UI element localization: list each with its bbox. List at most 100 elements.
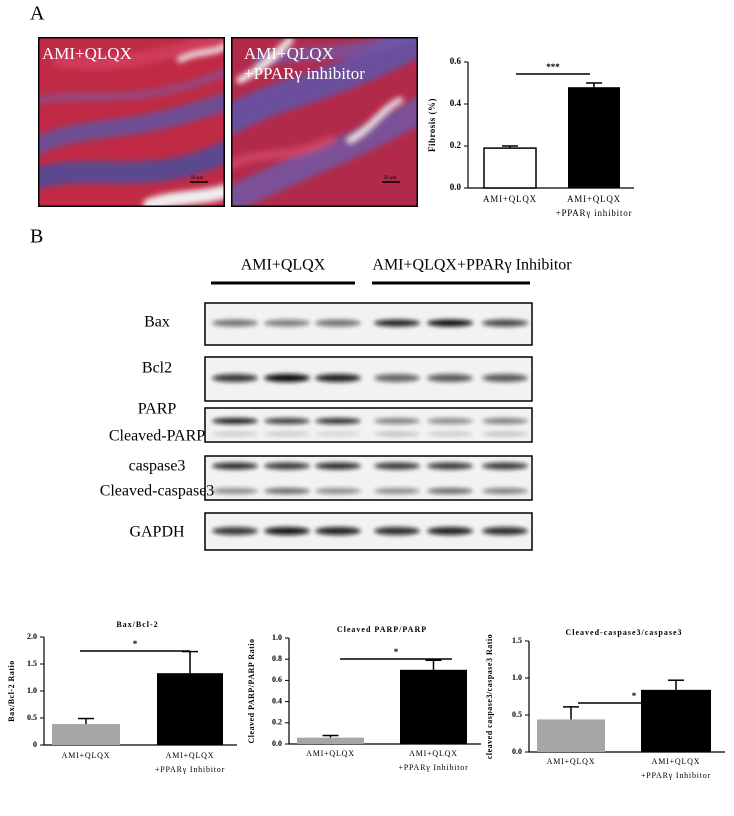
- bar-chart: 0.0 0.2 0.4 0.6 0.8 1.0 Cleaved PARP/PARP Rati…: [247, 625, 481, 748]
- blot-band: [427, 432, 473, 436]
- blot-band: [315, 319, 361, 327]
- blot-band: [315, 488, 361, 494]
- blot-band: [212, 418, 258, 424]
- scale-bar: 50 μm: [191, 176, 204, 181]
- histology-image: [38, 37, 225, 207]
- blot-band: [427, 462, 473, 470]
- blot-row-label: caspase3: [129, 458, 186, 475]
- panel-label: A: [30, 3, 45, 25]
- blot-band: [374, 462, 420, 470]
- x-tick-label: AMI+QLQX: [547, 757, 596, 766]
- y-tick-label: 1.0: [272, 633, 282, 642]
- bar: [297, 737, 364, 744]
- scale-bar: 50 μm: [384, 176, 397, 181]
- blot-band: [315, 432, 361, 436]
- y-tick-label: 0.4: [450, 98, 462, 108]
- significance-label: *: [394, 647, 399, 657]
- x-tick-label: AMI+QLQX: [483, 194, 537, 204]
- blot-band: [427, 527, 473, 535]
- y-tick-label: 1.0: [512, 673, 522, 682]
- image-label: AMI+QLQX +PPARγ inhibitor: [244, 44, 365, 83]
- blot-band: [264, 462, 310, 470]
- blot-band: [212, 527, 258, 535]
- x-tick-label: AMI+QLQX: [306, 749, 355, 758]
- group-label: AMI+QLQX: [241, 257, 326, 274]
- x-tick-label: AMI+QLQX +PPARγ Inhibitor: [641, 757, 711, 780]
- group-label: AMI+QLQX+PPARγ Inhibitor: [372, 257, 572, 274]
- bar: [400, 669, 467, 744]
- blot-band: [264, 527, 310, 535]
- blot-row-label: Cleaved-PARP: [109, 428, 205, 445]
- blot-band: [374, 432, 420, 436]
- blot-row-label: PARP: [138, 401, 177, 418]
- bar-chart: 0 0.5 1.0 1.5 2.0 Bax/Bcl-2 Ratio Bax/Bcl-2 *: [7, 620, 237, 749]
- blot-band: [482, 527, 528, 535]
- chart-title: Cleaved PARP/PARP: [337, 625, 427, 634]
- y-tick-label: 2.0: [27, 632, 37, 641]
- blot-band: [482, 488, 528, 494]
- bar: [537, 719, 605, 752]
- blot-band: [482, 432, 528, 436]
- y-tick-label: 0.5: [512, 710, 522, 719]
- blot-band: [482, 418, 528, 424]
- y-axis-label: cleaved caspase3/caspase3 Ratio: [485, 634, 494, 759]
- y-tick-label: 0.0: [450, 182, 462, 192]
- blot-band: [264, 319, 310, 327]
- blot-band: [374, 527, 420, 535]
- blot-band: [427, 488, 473, 494]
- blot-row-label: Bcl2: [142, 360, 172, 377]
- y-tick-label: 0.2: [272, 718, 282, 727]
- blot-band: [482, 319, 528, 327]
- histology-image: [231, 37, 418, 207]
- x-tick-label: AMI+QLQX +PPARγ Inhibitor: [398, 749, 468, 772]
- blot-band: [374, 488, 420, 494]
- y-tick-label: 1.0: [27, 686, 37, 695]
- blot-band: [315, 418, 361, 424]
- blot-band: [212, 462, 258, 470]
- x-tick-label: AMI+QLQX +PPARγ Inhibitor: [155, 751, 225, 774]
- y-tick-label: 0.0: [272, 739, 282, 748]
- y-tick-label: 0.2: [450, 140, 462, 150]
- blot-band: [264, 374, 310, 382]
- blot-band: [315, 462, 361, 470]
- blot-band: [374, 418, 420, 424]
- significance-label: *: [632, 691, 637, 701]
- y-tick-label: 0.6: [450, 56, 462, 66]
- y-tick-label: 0: [33, 740, 37, 749]
- bar-chart: 0.0 0.2 0.4 0.6 Fibrosis (%) ***: [427, 56, 634, 192]
- bar: [483, 147, 537, 189]
- y-tick-label: 1.5: [27, 659, 37, 668]
- blot-band: [212, 374, 258, 382]
- blot-band: [212, 319, 258, 327]
- blot-band: [427, 418, 473, 424]
- blot-band: [315, 374, 361, 382]
- blot-band: [264, 432, 310, 436]
- x-tick-label: AMI+QLQX +PPARγ inhibitor: [556, 194, 633, 218]
- blot-band: [264, 418, 310, 424]
- y-axis-label: Cleaved PARP/PARP Ratio: [247, 639, 256, 744]
- significance-label: *: [133, 639, 138, 649]
- bar: [52, 723, 120, 745]
- y-tick-label: 0.8: [272, 654, 282, 663]
- y-axis-label: Bax/Bcl-2 Ratio: [7, 660, 16, 722]
- blot-band: [427, 374, 473, 382]
- panel-label: B: [30, 226, 43, 248]
- blot-frames: [204, 302, 533, 551]
- bar: [157, 673, 223, 745]
- y-tick-label: 0.6: [272, 675, 282, 684]
- blot-row-label: Bax: [144, 314, 170, 331]
- blot-band: [374, 319, 420, 327]
- y-tick-label: 1.5: [512, 636, 522, 645]
- x-tick-label: AMI+QLQX: [62, 751, 111, 760]
- blot-band: [315, 527, 361, 535]
- bar-chart: 0.0 0.5 1.0 1.5 cleaved caspase3/caspase3 Ra…: [485, 628, 725, 759]
- y-tick-label: 0.0: [512, 747, 522, 756]
- blot-band: [482, 374, 528, 382]
- significance-label: ***: [546, 62, 560, 72]
- chart-title: Bax/Bcl-2: [116, 620, 158, 629]
- image-label: AMI+QLQX: [42, 44, 132, 63]
- blot-band: [374, 374, 420, 382]
- blot-band: [212, 488, 258, 494]
- blot-band: [427, 319, 473, 327]
